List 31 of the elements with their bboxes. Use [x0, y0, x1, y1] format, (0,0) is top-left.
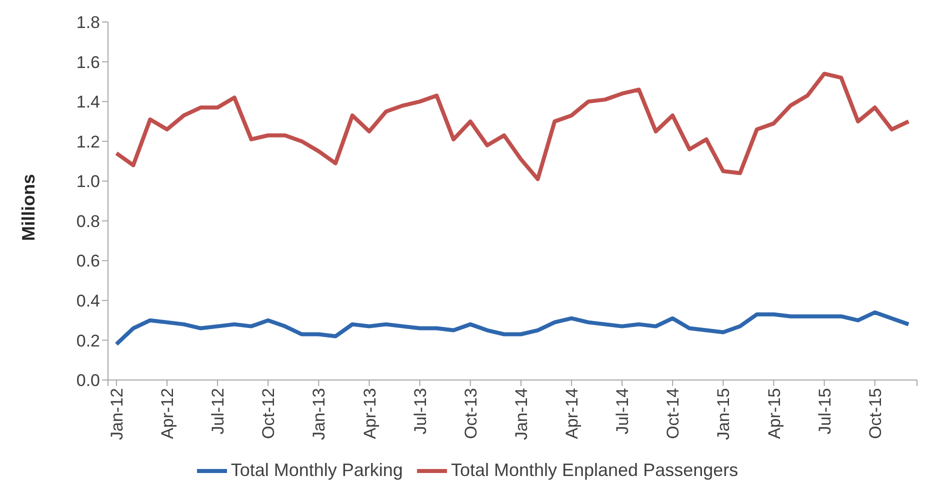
x-tick-label: Apr-13: [360, 388, 380, 440]
y-axis-title: Millions: [18, 174, 38, 241]
x-tick-label: Jan-15: [714, 388, 734, 440]
x-tick-label: Jan-12: [107, 388, 126, 440]
y-tick-label: 0.4: [76, 291, 100, 310]
legend-label: Total Monthly Parking: [230, 460, 403, 481]
x-tick-label: Oct-15: [866, 388, 885, 440]
x-tick-label: Oct-12: [259, 388, 278, 440]
x-tick-label: Apr-15: [764, 388, 784, 440]
x-tick-label: Jul-15: [815, 388, 834, 434]
x-tick-label: Jul-14: [613, 388, 632, 434]
x-tick-label: Apr-12: [158, 388, 178, 440]
x-tick-label: Jan-13: [310, 388, 329, 440]
y-tick-label: 0.6: [76, 252, 100, 271]
y-tick-label: 1.2: [76, 132, 100, 152]
x-tick-label: Jul-12: [208, 388, 228, 434]
y-tick-label: 1.4: [76, 92, 100, 112]
y-tick-label: 0.2: [76, 331, 100, 350]
legend-label: Total Monthly Enplaned Passengers: [450, 460, 738, 481]
y-tick-label: 0.0: [76, 371, 100, 390]
y-tick-label: 1.8: [76, 13, 100, 32]
x-tick-label: Jan-14: [512, 388, 531, 440]
y-tick-label: 0.8: [76, 212, 100, 231]
line-series: [114, 310, 911, 346]
y-tick-label: 1.0: [76, 172, 100, 192]
x-tick-label: Oct-14: [664, 388, 683, 440]
x-tick-label: Jul-13: [410, 388, 430, 434]
x-tick-label: Apr-14: [562, 388, 582, 440]
x-tick-label: Oct-13: [461, 388, 480, 440]
line-series: [114, 72, 911, 182]
y-tick-label: 1.6: [76, 52, 100, 72]
